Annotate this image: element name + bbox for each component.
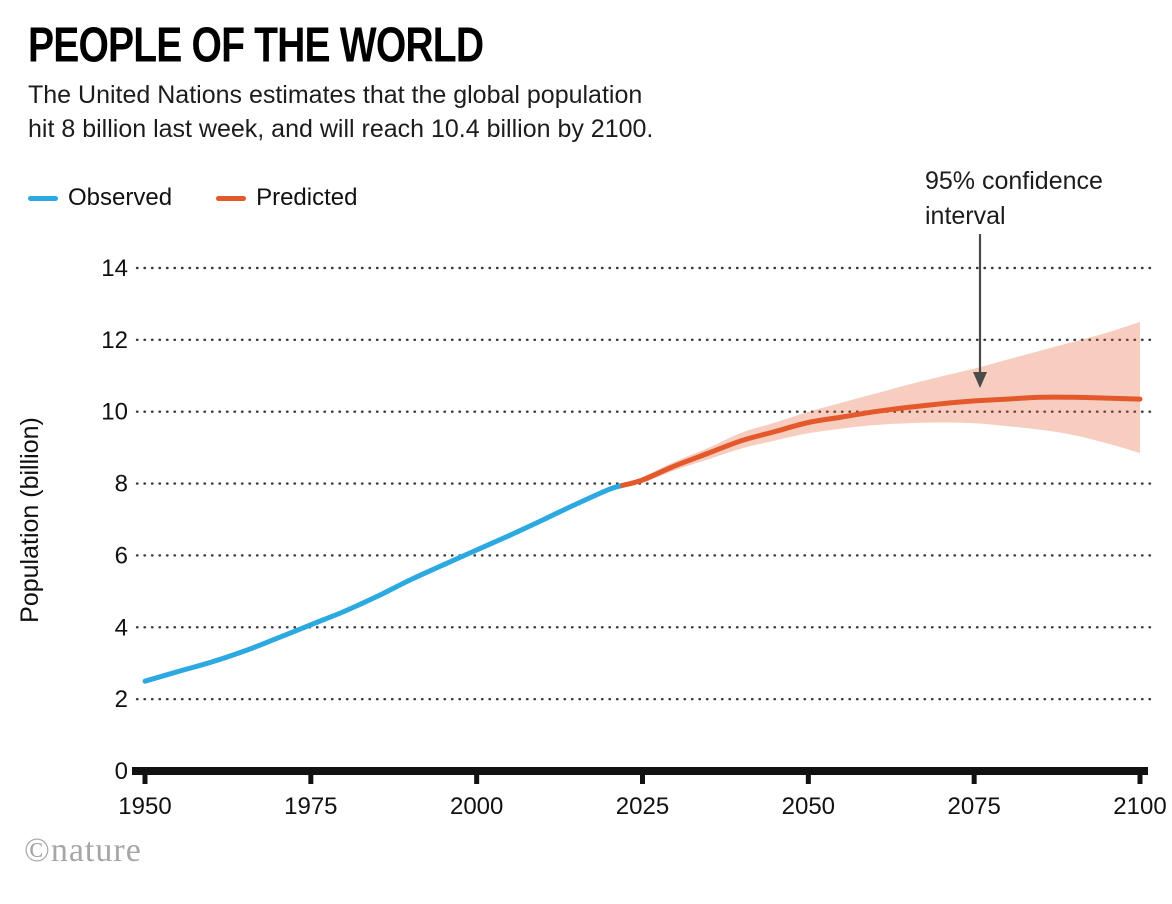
x-tick-label: 2100 [1113,793,1166,820]
x-tick-label: 1950 [118,793,171,820]
page-title: PEOPLE OF THE WORLD [28,17,484,73]
x-tick [1137,775,1143,784]
annotation-line-1: 95% confidence [925,167,1103,195]
subtitle-line-2: hit 8 billion last week, and will reach … [28,115,654,143]
x-tick [142,775,148,784]
y-tick-label: 10 [101,399,128,426]
y-tick-label: 0 [115,758,128,785]
legend: Observed Predicted [28,184,357,212]
chart-subtitle: The United Nations estimates that the gl… [28,78,653,146]
annotation-line-2: interval [925,202,1006,230]
x-tick [474,775,480,784]
x-tick-label: 2050 [782,793,835,820]
x-axis-line [132,767,1148,775]
x-tick-label: 2075 [947,793,1000,820]
legend-item-observed: Observed [28,184,172,212]
legend-item-predicted: Predicted [216,184,357,212]
series-line-observed [142,482,626,684]
y-tick-label: 4 [115,614,128,641]
y-axis-title: Population (billion) [16,417,44,623]
y-tick-label: 6 [115,542,128,569]
y-tick-label: 8 [115,471,128,498]
x-tick [971,775,977,784]
chart-generated: 0 2 4 6 8 10 12 14 1950 1975 2000 2025 2050 2075 2100 [101,234,1167,820]
confidence-interval-annotation: 95% confidence interval [925,164,1103,234]
nature-credit: ©nature [24,832,142,869]
y-tick-label: 14 [101,255,128,282]
confidence-band [622,321,1140,486]
x-tick-label: 2025 [616,793,669,820]
annotation-arrow-head [973,372,987,388]
legend-label-predicted: Predicted [256,184,358,211]
x-tick-label: 1975 [284,793,337,820]
predicted-line-swatch [216,195,247,201]
x-tick-label: 2000 [450,793,503,820]
subtitle-line-1: The United Nations estimates that the gl… [28,81,643,109]
x-tick [308,775,314,784]
y-tick-label: 2 [115,686,128,713]
series-line-predicted [620,394,1143,488]
x-tick [805,775,811,784]
x-tick [640,775,645,784]
observed-line-swatch [28,195,58,201]
legend-label-observed: Observed [68,184,173,211]
y-tick-label: 12 [101,327,128,354]
